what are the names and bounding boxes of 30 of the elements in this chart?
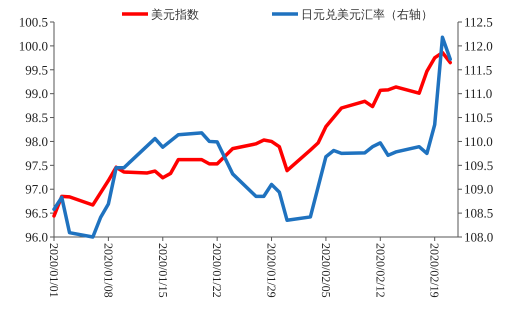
y2-tick-label: 112.0: [464, 38, 493, 54]
y-tick-label: 100.5: [18, 14, 48, 30]
y2-tick-label: 108.5: [464, 206, 494, 221]
y-tick-label: 99.0: [25, 86, 48, 102]
y-tick-label: 98.0: [25, 134, 48, 149]
y2-tick-label: 110.0: [464, 134, 493, 149]
y-tick-label: 96.5: [25, 206, 48, 221]
x-tick-label: 2020/02/12: [373, 243, 388, 298]
y-tick-label: 98.5: [25, 110, 48, 126]
y-tick-label: 97.5: [25, 158, 48, 173]
x-tick-label: 2020/01/15: [156, 243, 170, 298]
legend-label: 美元指数: [151, 8, 199, 22]
y-tick-label: 97.0: [25, 182, 48, 197]
x-tick-label: 2020/02/19: [428, 243, 442, 298]
y2-tick-label: 112.5: [464, 14, 493, 30]
y2-tick-label: 110.5: [464, 110, 493, 126]
x-tick-label: 2020/01/01: [47, 243, 61, 298]
x-tick-label: 2020/01/08: [101, 243, 116, 298]
y-tick-label: 100.0: [18, 38, 48, 54]
x-tick-label: 2020/02/05: [318, 243, 333, 298]
y2-tick-label: 109.0: [464, 182, 494, 197]
x-tick-label: 2020/01/22: [210, 243, 224, 298]
y-tick-label: 96.0: [25, 230, 48, 244]
y-tick-label: 99.5: [25, 62, 48, 78]
y2-tick-label: 108.0: [464, 230, 494, 244]
legend-label: 日元兑美元汇率（右轴）: [301, 8, 433, 22]
x-tick-label: 2020/01/29: [264, 243, 279, 298]
y2-tick-label: 111.5: [464, 62, 492, 78]
y2-tick-label: 109.5: [464, 158, 494, 173]
y2-tick-label: 111.0: [464, 86, 492, 102]
